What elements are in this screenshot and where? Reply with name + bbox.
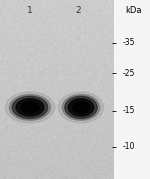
Ellipse shape xyxy=(9,95,51,120)
Ellipse shape xyxy=(5,92,55,123)
Ellipse shape xyxy=(21,102,39,113)
Text: 2: 2 xyxy=(75,6,81,15)
Ellipse shape xyxy=(68,99,94,116)
Text: -35: -35 xyxy=(123,38,135,47)
Text: -15: -15 xyxy=(123,107,135,115)
Text: -25: -25 xyxy=(123,69,135,78)
Ellipse shape xyxy=(62,95,100,120)
Bar xyxy=(114,0,150,179)
Ellipse shape xyxy=(16,99,44,116)
Ellipse shape xyxy=(12,96,48,118)
Ellipse shape xyxy=(58,92,104,123)
Text: kDa: kDa xyxy=(125,6,142,15)
Ellipse shape xyxy=(73,102,89,113)
Text: 1: 1 xyxy=(27,6,33,15)
Text: -10: -10 xyxy=(123,142,135,151)
Ellipse shape xyxy=(65,96,97,118)
